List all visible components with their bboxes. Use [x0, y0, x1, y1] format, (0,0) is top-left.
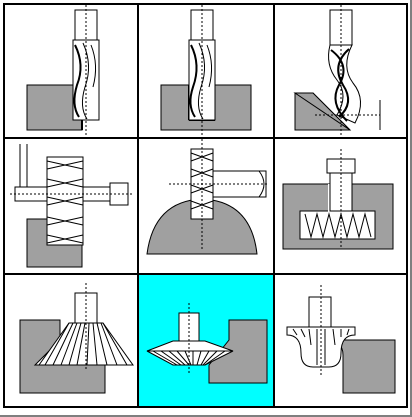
tool-button-dovetail-outer[interactable]: [5, 275, 137, 406]
tool-button-corner-rounding[interactable]: [275, 275, 406, 406]
tool-button-t-slot[interactable]: [275, 139, 406, 273]
grid-divider: [5, 273, 406, 275]
tool-button-dovetail-inner[interactable]: [139, 275, 273, 406]
slab-mill-face-icon: [10, 144, 133, 268]
helical-end-mill-chamfer-icon: [293, 5, 381, 135]
dovetail-cutter-outer-icon: [19, 283, 134, 394]
grid-divider: [273, 5, 275, 406]
tool-palette-grid: [3, 3, 408, 408]
corner-rounding-cutter-icon: [286, 285, 396, 394]
t-slot-cutter-icon: [282, 149, 394, 250]
grid-divider: [5, 137, 406, 139]
dovetail-cutter-inner-icon: [146, 303, 268, 384]
tool-button-end-mill-corner[interactable]: [139, 5, 273, 137]
end-mill-corner-cut-icon: [160, 5, 252, 135]
tool-button-side-mill[interactable]: [139, 139, 273, 273]
grid-divider: [137, 5, 139, 406]
tool-button-end-mill-side[interactable]: [5, 5, 137, 137]
side-mill-radius-icon: [146, 139, 269, 255]
end-mill-side-cut-icon: [26, 5, 100, 135]
tool-button-helical-chamfer[interactable]: [275, 5, 406, 137]
tool-button-slab-mill[interactable]: [5, 139, 137, 273]
